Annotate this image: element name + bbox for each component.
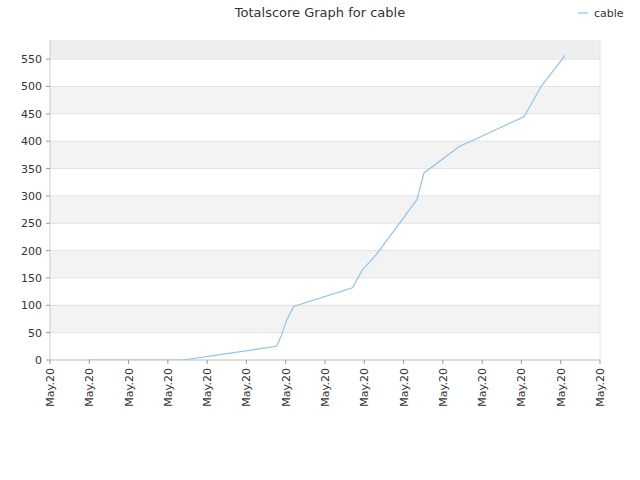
x-tick-label: May.20 — [358, 368, 371, 407]
frame-right — [600, 40, 601, 360]
x-tick — [521, 360, 522, 364]
y-tick — [46, 305, 50, 306]
x-tick — [482, 360, 483, 364]
y-tick-label: 250 — [21, 217, 42, 230]
y-tick — [46, 223, 50, 224]
y-tick — [46, 141, 50, 142]
x-tick-label: May.20 — [594, 368, 607, 407]
y-tick-label: 0 — [35, 354, 42, 367]
grid-line — [50, 59, 600, 60]
y-tick — [46, 360, 50, 361]
chart-title: Totalscore Graph for cable — [234, 5, 405, 20]
grid-line — [50, 250, 600, 251]
x-tick-label: May.20 — [280, 368, 293, 407]
x-tick — [89, 360, 90, 364]
y-tick-label: 400 — [21, 135, 42, 148]
legend: cable — [578, 7, 624, 20]
x-tick — [207, 360, 208, 364]
x-tick — [50, 360, 51, 364]
grid-line — [50, 86, 600, 87]
plot-area — [87, 55, 565, 360]
grid-band — [50, 251, 600, 278]
x-tick — [325, 360, 326, 364]
x-tick — [285, 360, 286, 364]
x-tick — [128, 360, 129, 364]
y-tick-label: 500 — [21, 80, 42, 93]
x-tick-label: May.20 — [319, 368, 332, 407]
grid-band — [50, 305, 600, 332]
x-tick — [246, 360, 247, 364]
y-tick-label: 350 — [21, 163, 42, 176]
x-tick-label: May.20 — [162, 368, 175, 407]
grid-band — [50, 141, 600, 168]
x-tick-label: May.20 — [44, 368, 57, 407]
x-tick — [442, 360, 443, 364]
x-tick — [403, 360, 404, 364]
grid-line — [50, 332, 600, 333]
grid-band — [50, 40, 600, 59]
x-tick-label: May.20 — [240, 368, 253, 407]
y-tick-label: 50 — [28, 327, 42, 340]
x-tick-label: May.20 — [437, 368, 450, 407]
x-tick — [364, 360, 365, 364]
grid-line — [50, 168, 600, 169]
grid-line — [50, 277, 600, 278]
legend-swatch — [578, 12, 588, 13]
y-tick — [46, 59, 50, 60]
series-line — [87, 55, 565, 360]
y-tick-label: 100 — [21, 299, 42, 312]
x-tick-label: May.20 — [515, 368, 528, 407]
grid-line — [50, 305, 600, 306]
chart-container: 0 50 100 150 200 250 300 350 400 450 500 550 May.20 M… — [0, 0, 640, 480]
x-tick-label: May.20 — [201, 368, 214, 407]
y-tick — [46, 86, 50, 87]
y-tick — [46, 250, 50, 251]
x-tick-label: May.20 — [83, 368, 96, 407]
y-tick-label: 550 — [21, 53, 42, 66]
chart-svg: 0 50 100 150 200 250 300 350 400 450 500 550 May.20 M… — [0, 0, 640, 480]
y-tick — [46, 168, 50, 169]
x-tick-label: May.20 — [555, 368, 568, 407]
y-tick-label: 200 — [21, 245, 42, 258]
y-tick — [46, 113, 50, 114]
y-tick-label: 450 — [21, 108, 42, 121]
x-tick — [560, 360, 561, 364]
grid-line — [50, 141, 600, 142]
x-tick — [167, 360, 168, 364]
legend-label: cable — [594, 7, 624, 20]
x-tick-label: May.20 — [476, 368, 489, 407]
grid-band — [50, 196, 600, 223]
grid-band — [50, 86, 600, 113]
y-tick — [46, 277, 50, 278]
grid-line — [50, 195, 600, 196]
x-tick — [600, 360, 601, 364]
grid-line — [50, 113, 600, 114]
grid-line — [50, 223, 600, 224]
y-tick-label: 150 — [21, 272, 42, 285]
x-tick-label: May.20 — [123, 368, 136, 407]
x-tick-label: May.20 — [398, 368, 411, 407]
y-axis-line — [50, 40, 51, 360]
y-tick — [46, 195, 50, 196]
y-tick-label: 300 — [21, 190, 42, 203]
y-tick — [46, 332, 50, 333]
